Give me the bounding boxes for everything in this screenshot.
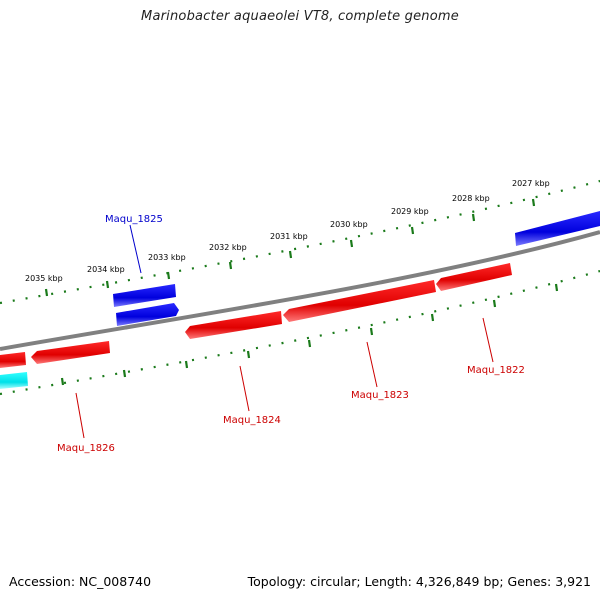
gene-label-maqu-1826: Maqu_1826 xyxy=(57,443,115,454)
scale-label-2027: 2027 kbp xyxy=(512,179,550,188)
leader-maqu-1822 xyxy=(482,317,494,363)
tick-2029 xyxy=(410,226,415,235)
tick-2034 xyxy=(105,280,110,289)
gene-label-maqu-1822: Maqu_1822 xyxy=(467,365,525,376)
accession-text: Accession: NC_008740 xyxy=(9,574,152,589)
outer-scale-track xyxy=(0,179,600,305)
reverse-strand-genes xyxy=(0,263,512,368)
scale-label-2031: 2031 kbp xyxy=(270,232,308,241)
outer-major-ticks xyxy=(44,198,536,297)
tick-2033 xyxy=(166,271,171,280)
gene-maqu-1824[interactable] xyxy=(185,311,282,339)
scale-label-2029: 2029 kbp xyxy=(391,207,429,216)
gene-forward-1821[interactable] xyxy=(515,211,600,246)
leader-maqu-1826 xyxy=(75,392,85,439)
tick-2032 xyxy=(228,261,233,270)
scale-label-2028: 2028 kbp xyxy=(452,194,490,203)
tick-2027 xyxy=(531,198,536,207)
scale-label-2030: 2030 kbp xyxy=(330,220,368,229)
gene-maqu-1822[interactable] xyxy=(436,263,512,291)
tick-2031 xyxy=(288,250,293,259)
gene-label-maqu-1824: Maqu_1824 xyxy=(223,415,281,426)
gene-reverse-1827[interactable] xyxy=(0,352,26,368)
gene-rna-cyan[interactable] xyxy=(0,372,28,389)
map-title: Marinobacter aquaeolei VT8, complete gen… xyxy=(141,9,459,24)
inner-scale-track xyxy=(0,269,600,396)
gene-label-maqu-1825: Maqu_1825 xyxy=(105,214,163,225)
gene-maqu-1825[interactable] xyxy=(113,284,176,307)
inner-major-ticks xyxy=(60,283,559,386)
gene-forward-1825b[interactable] xyxy=(116,303,179,326)
leader-maqu-1824 xyxy=(239,365,250,412)
label-leaders xyxy=(75,224,494,439)
scale-label-2035: 2035 kbp xyxy=(25,274,63,283)
tick-2030 xyxy=(349,239,354,248)
forward-strand-genes xyxy=(113,211,600,326)
scale-label-2032: 2032 kbp xyxy=(209,243,247,252)
scale-label-2034: 2034 kbp xyxy=(87,265,125,274)
tick-2035 xyxy=(44,288,49,297)
genome-backbone xyxy=(0,230,600,351)
tick-2028 xyxy=(471,213,476,222)
scale-label-2033: 2033 kbp xyxy=(148,253,186,262)
gene-label-maqu-1823: Maqu_1823 xyxy=(351,390,409,401)
leader-maqu-1823 xyxy=(366,341,378,388)
gene-maqu-1826[interactable] xyxy=(31,341,110,364)
leader-maqu-1825 xyxy=(129,224,142,274)
gene-maqu-1823[interactable] xyxy=(283,280,436,322)
genome-stats-text: Topology: circular; Length: 4,326,849 bp… xyxy=(247,574,591,589)
